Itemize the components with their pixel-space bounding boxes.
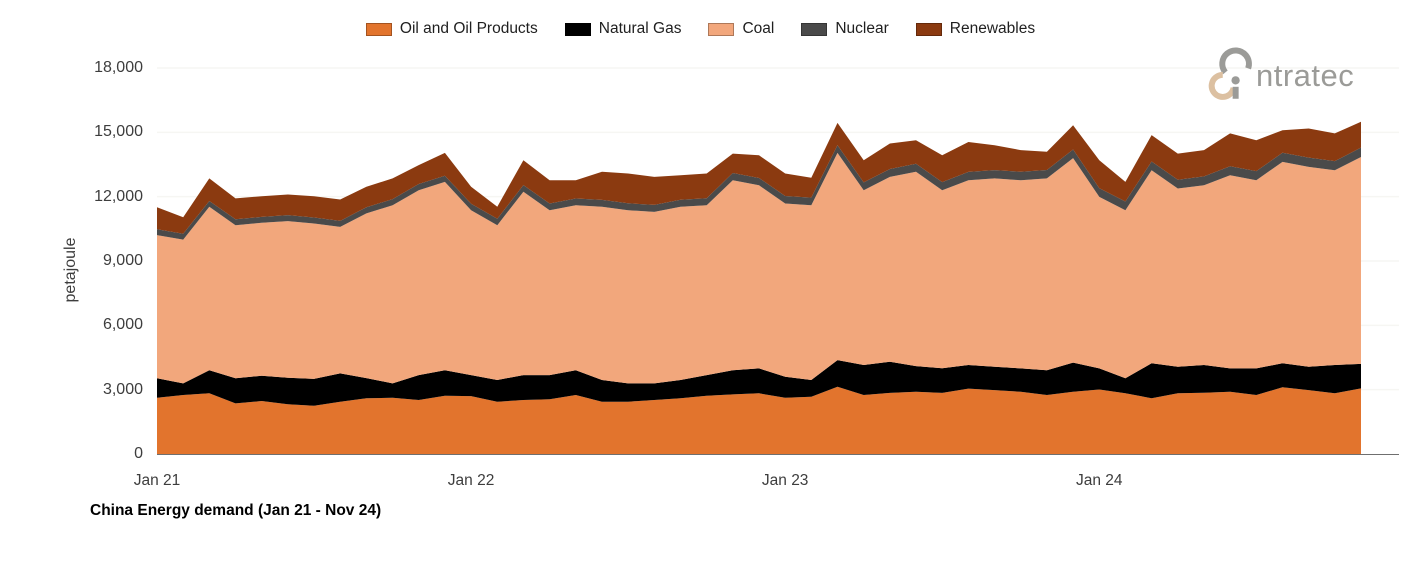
- y-axis-tick-label: 12,000: [94, 187, 143, 205]
- y-axis-tick-label: 0: [134, 445, 143, 462]
- legend-item-natural-gas: Natural Gas: [564, 20, 682, 38]
- intratec-logo: ntratec: [1208, 45, 1354, 101]
- legend-swatch-icon: [801, 22, 828, 36]
- area-series-oil-and-oil-products: [157, 386, 1361, 454]
- legend-label: Oil and Oil Products: [399, 20, 538, 37]
- y-axis-title: petajoule: [62, 237, 79, 303]
- legend-label: Nuclear: [835, 20, 889, 37]
- legend-item-oil-and-oil-products: Oil and Oil Products: [365, 20, 538, 38]
- chart-title: China Energy demand (Jan 21 - Nov 24): [90, 502, 382, 519]
- legend-label: Coal: [742, 20, 775, 37]
- y-axis-tick-label: 9,000: [102, 252, 143, 269]
- x-axis-tick-label: Jan 23: [761, 472, 809, 489]
- intratec-logo-text: ntratec: [1256, 58, 1355, 93]
- chart-legend: Oil and Oil Products Natural Gas Coal Nucle…: [0, 20, 1401, 38]
- legend-item-coal: Coal: [708, 20, 774, 38]
- legend-swatch-icon: [564, 22, 591, 36]
- legend-item-nuclear: Nuclear: [801, 20, 889, 38]
- area-series-renewables: [157, 121, 1361, 234]
- legend-item-renewables: Renewables: [915, 20, 1036, 38]
- legend-swatch-icon: [708, 22, 735, 36]
- y-axis-tick-label: 15,000: [94, 123, 143, 141]
- area-series-coal: [157, 152, 1361, 384]
- area-series-natural-gas: [157, 360, 1361, 406]
- y-axis-tick-label: 3,000: [102, 380, 143, 398]
- legend-swatch-icon: [915, 22, 942, 36]
- intratec-logo-mark-icon: [1208, 47, 1252, 100]
- legend-swatch-icon: [365, 22, 392, 36]
- legend-label: Natural Gas: [598, 20, 682, 37]
- legend-label: Renewables: [949, 20, 1036, 37]
- y-axis-tick-label: 18,000: [94, 59, 143, 76]
- y-axis-tick-label: 6,000: [102, 316, 143, 334]
- x-axis-tick-label: Jan 21: [133, 472, 181, 489]
- x-axis-tick-label: Jan 22: [447, 472, 495, 489]
- x-axis-tick-label: Jan 24: [1075, 472, 1123, 489]
